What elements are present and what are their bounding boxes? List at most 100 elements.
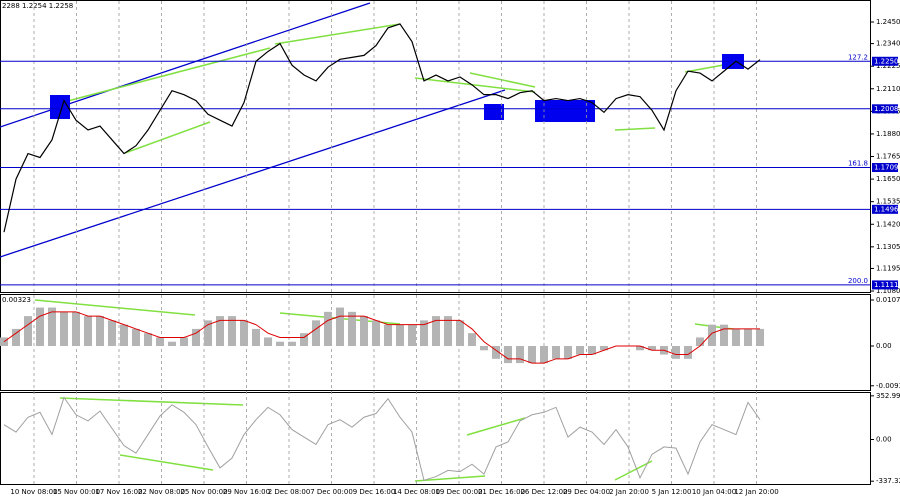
y-tick-label: 1.2110 — [876, 85, 900, 93]
x-tick-label: 12 Jan 20:00 — [734, 488, 778, 496]
macd-bar — [336, 307, 344, 347]
macd-bar — [252, 328, 260, 347]
x-tick-label: 14 Dec 08:00 — [393, 488, 440, 496]
macd-bar — [456, 320, 464, 347]
macd-bar — [156, 337, 164, 347]
x-tick-label: 10 Nov 08:00 — [10, 488, 57, 496]
x-tick-label: 10 Jan 04:00 — [692, 488, 736, 496]
header: 2288 1.2254 1.2258 — [2, 2, 73, 10]
y-tick-label: 0.00 — [876, 435, 892, 443]
x-tick-label: 22 Nov 08:00 — [138, 488, 185, 496]
macd-bar — [144, 333, 152, 347]
macd-bar — [48, 307, 56, 347]
level-label: 1.1496 — [874, 205, 899, 213]
x-tick-label: 21 Dec 16:00 — [478, 488, 525, 496]
macd-bar — [288, 341, 296, 347]
y-tick-label: 1.1195 — [876, 264, 900, 272]
macd-bar — [216, 316, 224, 347]
macd-bar — [24, 316, 32, 347]
x-tick-label: 2 Dec 08:00 — [268, 488, 311, 496]
fib-label: 161.8 — [848, 160, 868, 168]
macd-bar — [264, 337, 272, 347]
y-tick-label: 352.9968 — [876, 392, 900, 400]
x-tick-label: 29 Dec 04:00 — [563, 488, 610, 496]
macd-bar — [528, 346, 536, 364]
macd-bar — [12, 328, 20, 347]
y-tick-label: 1.1535 — [876, 198, 900, 206]
y-tick-label: 1.2450 — [876, 18, 900, 26]
cci-line — [3, 396, 761, 481]
macd-bar — [132, 328, 140, 347]
y-tick-label: 1.2340 — [876, 40, 900, 48]
fib-label: 200.0 — [848, 277, 868, 285]
macd-bar — [240, 320, 248, 347]
y-tick-label: -337.326 — [876, 477, 900, 485]
macd-bar — [732, 328, 740, 347]
annotations — [0, 2, 744, 482]
macd-bar — [696, 337, 704, 347]
macd-bar — [480, 346, 488, 351]
macd-bar — [516, 346, 524, 364]
y-tick-label: 1.2225 — [876, 62, 900, 70]
macd-bar — [360, 316, 368, 347]
fib-label: 127.2 — [848, 53, 868, 61]
macd-bar — [744, 328, 752, 347]
macd-bar — [468, 333, 476, 347]
macd-bar — [396, 324, 404, 347]
macd-bar — [540, 346, 548, 364]
level-label-bg — [872, 104, 898, 114]
y-tick-label: 1.1080 — [876, 287, 900, 295]
level-label: 1.2008 — [874, 105, 899, 113]
macd-bar — [672, 346, 680, 359]
macd-bar — [432, 316, 440, 347]
x-tick-label: 2 Jan 20:00 — [609, 488, 649, 496]
macd-bar — [756, 328, 764, 347]
macd-bar — [204, 320, 212, 347]
macd-bar — [276, 341, 284, 347]
macd-bar — [168, 341, 176, 347]
y-tick-label: 1.1765 — [876, 153, 900, 161]
macd-bar — [84, 316, 92, 347]
y-tick-label: 1.1650 — [876, 175, 900, 183]
level-label-bg — [872, 280, 898, 290]
x-tick-label: 19 Dec 00:00 — [435, 488, 482, 496]
level-label-bg — [872, 204, 898, 214]
macd-bar — [120, 324, 128, 347]
macd-bar — [444, 316, 452, 347]
level-label: 1.1709 — [874, 164, 899, 172]
macd-bar — [684, 346, 692, 359]
macd-bar — [300, 333, 308, 347]
x-tick-label: 29 Nov 16:00 — [223, 488, 270, 496]
macd-bar — [636, 346, 644, 351]
macd-bar — [324, 311, 332, 347]
macd-bar — [600, 346, 608, 351]
macd-bar — [72, 311, 80, 347]
macd-bar — [720, 324, 728, 347]
macd-bar — [372, 320, 380, 347]
cci-panel — [0, 392, 871, 485]
y-tick-label: 0.01077 — [876, 296, 900, 304]
x-tick-label: 7 Dec 00:00 — [310, 488, 353, 496]
macd-bar — [36, 307, 44, 347]
x-tick-label: 26 Dec 12:00 — [520, 488, 567, 496]
y-tick-label: 1.1305 — [876, 243, 900, 251]
macd-bar — [312, 320, 320, 347]
x-tick-label: 5 Jan 12:00 — [652, 488, 692, 496]
price-line — [3, 23, 761, 233]
macd-bar — [108, 320, 116, 347]
macd-bar — [504, 346, 512, 364]
macd-bar — [648, 346, 656, 351]
macd-bar — [576, 346, 584, 355]
macd-bar — [96, 316, 104, 347]
x-tick-label: 15 Nov 00:00 — [53, 488, 100, 496]
macd-title: 0.00323 — [2, 296, 31, 304]
y-tick-label: 0.00 — [876, 342, 892, 350]
macd-signal — [3, 311, 760, 364]
macd-bar — [408, 324, 416, 347]
macd-bar — [192, 328, 200, 347]
level-label-bg — [872, 56, 898, 66]
macd-bar — [348, 311, 356, 347]
macd-bar — [420, 320, 428, 347]
